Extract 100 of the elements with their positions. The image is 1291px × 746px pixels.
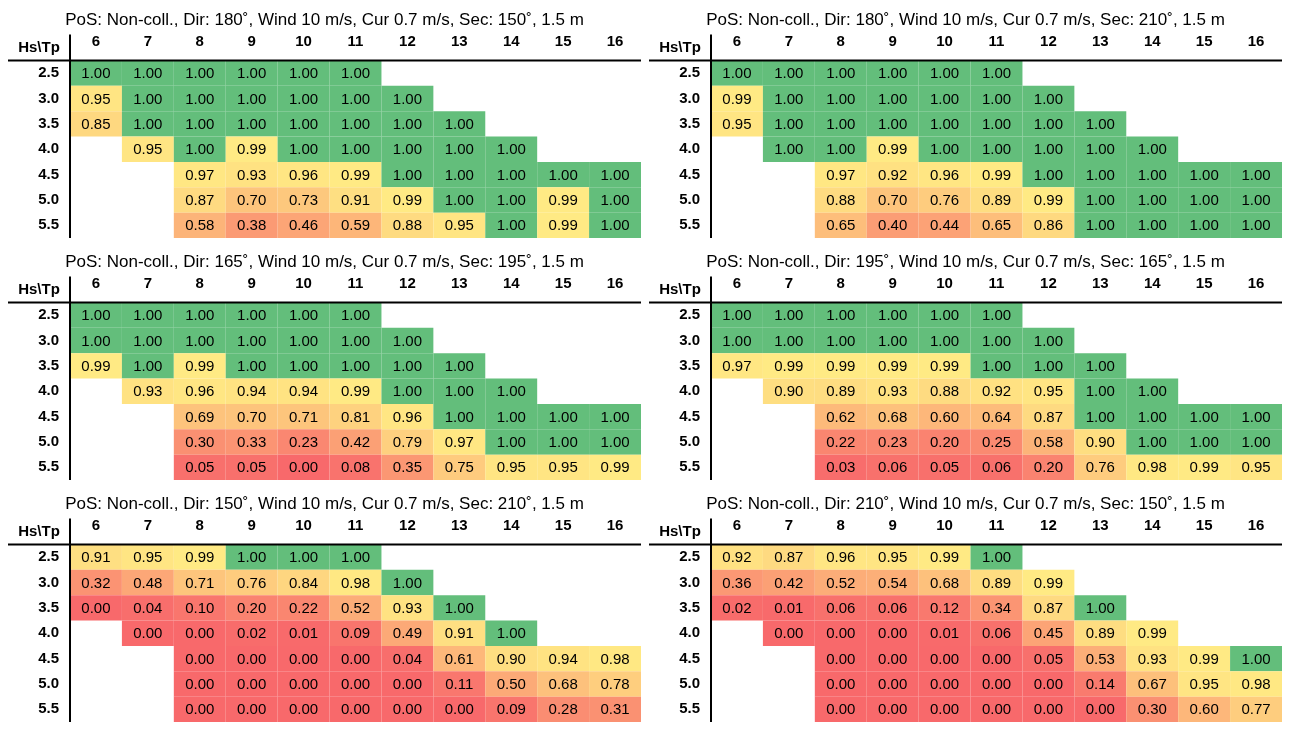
- data-label: 1.00: [237, 356, 267, 374]
- data-label: 0.92: [722, 548, 752, 566]
- y-tick-label: 5.5: [38, 457, 59, 475]
- y-tick-label: 3.5: [679, 113, 700, 131]
- y-tick-label: 2.5: [679, 63, 700, 81]
- data-label: 0.05: [185, 458, 215, 476]
- data-label: 0.91: [81, 548, 111, 566]
- data-label: 0.95: [878, 548, 908, 566]
- y-tick-label: 4.5: [38, 648, 59, 666]
- y-tick-label: 4.5: [679, 648, 700, 666]
- data-label: 1.00: [826, 306, 856, 324]
- data-label: 0.70: [237, 191, 267, 209]
- data-label: 1.00: [444, 191, 474, 209]
- data-label: 1.00: [722, 331, 752, 349]
- y-tick-label: 3.0: [38, 88, 59, 106]
- data-label: 0.99: [1033, 573, 1064, 591]
- data-label: 1.00: [1189, 216, 1219, 234]
- x-tick-label: 8: [836, 273, 845, 291]
- chart-title: PoS: Non-coll., Dir: 180˚, Wind 10 m/s, Cur 0.7 m/s, Sec: 210˚, 1.5 m: [706, 9, 1225, 29]
- x-tick-label: 15: [554, 515, 572, 533]
- data-label: 0.96: [288, 165, 319, 183]
- data-label: 1.00: [1189, 165, 1219, 183]
- data-label: 0.90: [496, 649, 526, 667]
- data-label: 1.00: [237, 64, 267, 82]
- y-tick-label: 5.0: [38, 190, 59, 208]
- data-label: 0.54: [878, 573, 908, 591]
- data-label: 1.00: [1241, 433, 1271, 451]
- x-tick-label: 15: [554, 31, 572, 49]
- x-tick-label: 15: [554, 273, 572, 291]
- x-tick-label: 6: [91, 273, 101, 291]
- data-label: 1.00: [496, 191, 526, 209]
- x-tick-label: 15: [1195, 515, 1213, 533]
- chart-title: PoS: Non-coll., Dir: 150˚, Wind 10 m/s, Cur 0.7 m/s, Sec: 210˚, 1.5 m: [65, 493, 584, 513]
- x-tick-label: 8: [195, 273, 204, 291]
- chart-title: PoS: Non-coll., Dir: 195˚, Wind 10 m/s, Cur 0.7 m/s, Sec: 165˚, 1.5 m: [706, 251, 1225, 271]
- x-tick-label: 9: [888, 31, 897, 49]
- data-label: 0.06: [878, 598, 908, 616]
- y-axis-title: Hs\Tp: [659, 521, 701, 539]
- x-tick-label: 10: [295, 515, 312, 533]
- data-label: 0.01: [929, 624, 960, 642]
- y-tick-label: 4.0: [38, 381, 59, 399]
- data-label: 1.00: [444, 140, 474, 158]
- y-tick-label: 4.0: [38, 139, 59, 157]
- y-tick-label: 3.0: [38, 330, 59, 348]
- data-label: 0.99: [878, 356, 908, 374]
- x-tick-label: 9: [888, 273, 897, 291]
- data-label: 0.99: [981, 165, 1012, 183]
- data-label: 0.09: [340, 624, 371, 642]
- y-tick-label: 5.5: [38, 215, 59, 233]
- data-label: 0.36: [722, 573, 752, 591]
- y-tick-label: 4.5: [679, 406, 700, 424]
- data-label: 0.95: [1241, 458, 1271, 476]
- data-label: 0.93: [878, 382, 908, 400]
- data-label: 0.97: [826, 165, 856, 183]
- data-label: 1.00: [1085, 165, 1115, 183]
- data-label: 0.98: [1137, 458, 1167, 476]
- data-label: 0.00: [340, 675, 371, 693]
- data-label: 0.95: [133, 548, 163, 566]
- data-label: 1.00: [878, 114, 908, 132]
- data-label: 0.06: [981, 624, 1012, 642]
- x-tick-label: 11: [988, 515, 1005, 533]
- data-label: 0.99: [1137, 624, 1167, 642]
- data-label: 0.95: [722, 114, 752, 132]
- data-label: 0.52: [826, 573, 856, 591]
- y-tick-label: 3.5: [38, 113, 59, 131]
- data-label: 1.00: [929, 306, 960, 324]
- data-label: 1.00: [237, 114, 267, 132]
- data-label: 0.01: [288, 624, 319, 642]
- data-label: 0.00: [340, 700, 371, 718]
- data-label: 0.62: [826, 407, 856, 425]
- x-tick-label: 9: [247, 515, 256, 533]
- x-tick-label: 6: [732, 273, 742, 291]
- x-tick-label: 16: [606, 515, 624, 533]
- data-label: 0.68: [929, 573, 960, 591]
- data-label: 0.95: [133, 140, 163, 158]
- data-label: 1.00: [288, 548, 319, 566]
- x-tick-label: 16: [1247, 31, 1265, 49]
- data-label: 1.00: [826, 114, 856, 132]
- data-label: 0.08: [340, 458, 371, 476]
- y-tick-label: 5.0: [38, 432, 59, 450]
- data-label: 1.00: [185, 331, 215, 349]
- data-label: 0.89: [1085, 624, 1115, 642]
- data-label: 1.00: [1189, 407, 1219, 425]
- data-label: 0.96: [826, 548, 856, 566]
- y-tick-label: 3.5: [679, 597, 700, 615]
- data-label: 0.30: [1137, 700, 1167, 718]
- data-label: 1.00: [1085, 356, 1115, 374]
- data-label: 1.00: [133, 331, 163, 349]
- data-label: 0.22: [826, 433, 856, 451]
- data-label: 1.00: [288, 356, 319, 374]
- data-label: 1.00: [496, 216, 526, 234]
- data-label: 1.00: [929, 64, 960, 82]
- data-label: 0.99: [929, 356, 960, 374]
- data-label: 1.00: [444, 598, 474, 616]
- data-label: 1.00: [878, 306, 908, 324]
- x-tick-label: 12: [1040, 273, 1057, 291]
- data-label: 1.00: [340, 331, 371, 349]
- x-tick-label: 13: [1091, 273, 1109, 291]
- data-label: 0.76: [237, 573, 267, 591]
- data-label: 1.00: [444, 165, 474, 183]
